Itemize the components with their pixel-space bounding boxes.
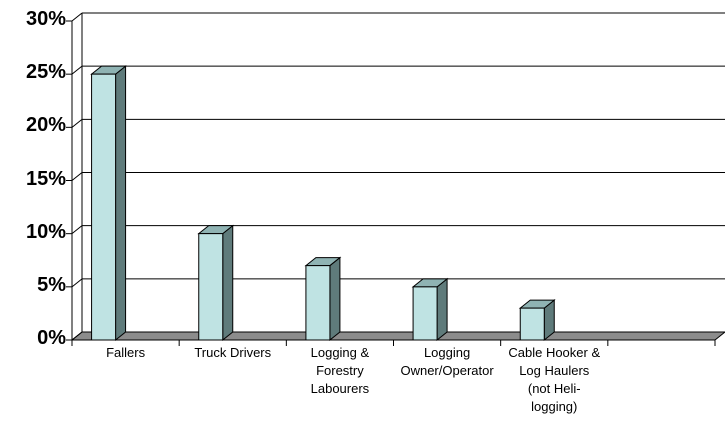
grid-line-side bbox=[71, 118, 83, 128]
y-tick-label: 30% bbox=[25, 8, 66, 30]
bar-side bbox=[115, 65, 127, 342]
bar-side bbox=[222, 224, 234, 342]
x-tick-label: Cable Hooker & Log Haulers (not Heli- lo… bbox=[508, 345, 601, 414]
bar bbox=[197, 224, 235, 342]
y-tick-label: 15% bbox=[25, 167, 66, 190]
bar bbox=[304, 256, 342, 342]
bar bbox=[518, 299, 556, 342]
bar-front bbox=[91, 73, 117, 341]
y-tick-label: 5% bbox=[37, 273, 66, 296]
x-tick-label: Logging & Forestry Labourers bbox=[310, 345, 370, 396]
grid-line-side bbox=[71, 65, 83, 75]
y-tick-label: 20% bbox=[25, 114, 66, 137]
x-tick-label: Truck Drivers bbox=[194, 345, 272, 360]
bar bbox=[411, 277, 449, 342]
bar-front bbox=[198, 233, 224, 341]
bar-front bbox=[305, 265, 331, 341]
grid-line-side bbox=[71, 172, 83, 181]
grid-line-side bbox=[71, 225, 83, 235]
bar-side bbox=[329, 256, 341, 342]
bar-side bbox=[436, 277, 448, 342]
bar-front bbox=[412, 286, 438, 341]
bar bbox=[90, 65, 128, 342]
y-tick-label: 0% bbox=[37, 327, 66, 349]
grid-line-side bbox=[71, 12, 83, 22]
x-tick-label: Logging Owner/Operator bbox=[400, 345, 494, 378]
bar-front bbox=[519, 307, 545, 341]
grid-line-side bbox=[71, 278, 83, 288]
x-tick-label: Fallers bbox=[106, 345, 146, 360]
floor bbox=[70, 331, 725, 341]
grid-line-side bbox=[71, 331, 83, 341]
y-tick-label: 25% bbox=[25, 61, 66, 84]
y-tick-label: 10% bbox=[25, 220, 66, 243]
